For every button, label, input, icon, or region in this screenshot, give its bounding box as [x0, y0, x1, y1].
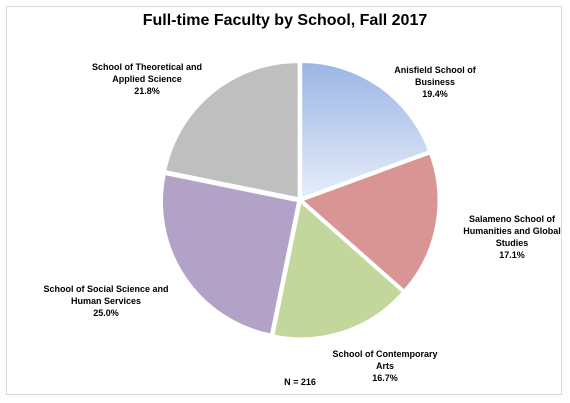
- value-label: 19.4%: [422, 89, 448, 99]
- category-name: School of Theoretical and Applied Scienc…: [91, 62, 202, 84]
- value-label: 17.1%: [499, 250, 525, 260]
- chart-title: Full-time Faculty by School, Fall 2017: [142, 12, 428, 29]
- slice-label: Anisfield School of Business 19.4%: [380, 64, 490, 100]
- pie-slice: [273, 201, 403, 339]
- slice-label: School of Theoretical and Applied Scienc…: [82, 61, 212, 97]
- value-label: 21.8%: [134, 86, 160, 96]
- category-name: School of Social Science and Human Servi…: [43, 284, 169, 306]
- value-label: 25.0%: [93, 308, 119, 318]
- category-name: Anisfield School of Business: [394, 65, 476, 87]
- pie-slice: [165, 62, 299, 199]
- pie-slice: [162, 174, 299, 335]
- annotation: N = 216: [284, 377, 316, 387]
- slice-label: School of Contemporary Arts 16.7%: [330, 348, 440, 384]
- slice-label: School of Social Science and Human Servi…: [41, 283, 171, 319]
- pie-slice: [301, 62, 430, 199]
- value-label: 16.7%: [372, 373, 398, 383]
- chart-frame: [6, 6, 562, 395]
- category-name: Salameno School of Humanities and Global…: [463, 214, 561, 248]
- slice-label: Salameno School of Humanities and Global…: [457, 213, 567, 261]
- category-name: School of Contemporary Arts: [332, 349, 438, 371]
- pie-slice: [301, 153, 439, 291]
